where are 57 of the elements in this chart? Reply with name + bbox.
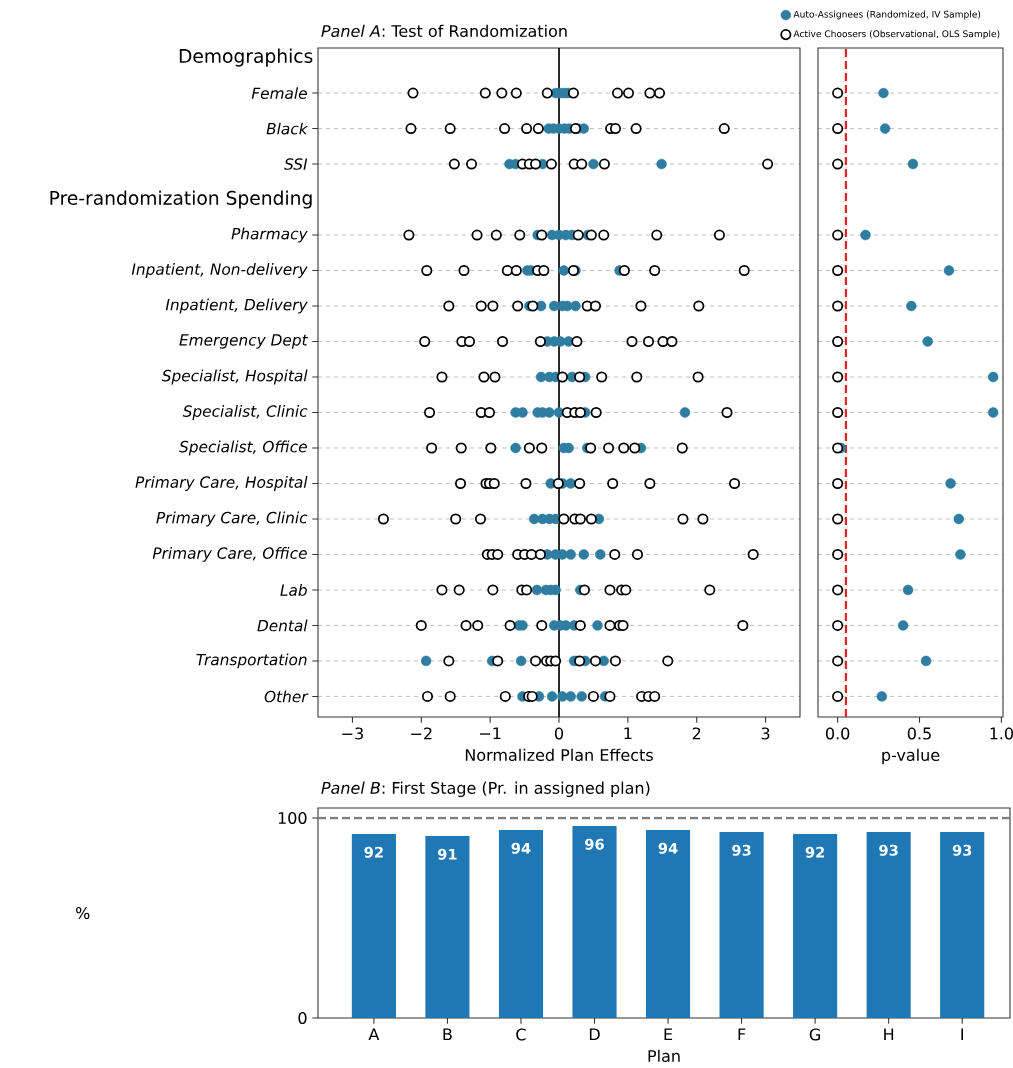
chart-title: Panel B: First Stage (Pr. in assigned plan)	[321, 781, 650, 798]
x-tick-label: G	[809, 1028, 821, 1041]
y-tick-label: Inpatient, Delivery	[165, 298, 308, 314]
x-tick-label: C	[516, 1028, 526, 1041]
x-tick-label: 1.0	[990, 727, 1013, 740]
x-tick-label: A	[368, 1028, 380, 1041]
y-tick-label: Pharmacy	[231, 227, 308, 243]
y-tick-label: Demographics	[179, 48, 313, 67]
x-tick-label: 0.5	[907, 727, 931, 740]
y-tick-label: Specialist, Clinic	[182, 405, 308, 420]
x-tick-label: −2	[411, 727, 432, 740]
x-tick-label: 2	[692, 727, 701, 740]
data-label: 91	[437, 848, 457, 860]
data-label: 94	[511, 842, 531, 854]
x-tick-label: 1	[624, 727, 632, 740]
data-label: 96	[585, 838, 604, 850]
y-axis-title: %	[75, 906, 90, 920]
y-tick-label: Primary Care, Office	[152, 547, 307, 562]
y-tick-label: SSI	[284, 158, 308, 170]
y-tick-label: Primary Care, Clinic	[156, 511, 308, 527]
legend-label: Auto-Assignees (Randomized, IV Sample)	[793, 10, 981, 20]
x-tick-label: 3	[761, 727, 770, 740]
y-tick-label: Lab	[280, 584, 307, 596]
y-tick-label: Dental	[257, 619, 308, 632]
x-tick-label: −1	[480, 727, 501, 740]
y-tick-label: 0	[298, 1011, 307, 1025]
data-label: 93	[879, 844, 898, 856]
data-label: 92	[364, 846, 383, 858]
x-tick-label: D	[589, 1028, 600, 1041]
y-tick-label: Transportation	[196, 653, 307, 669]
x-tick-label: B	[443, 1028, 452, 1041]
x-axis-title: p-value	[882, 748, 940, 765]
legend-label: Active Choosers (Observational, OLS Sample)	[793, 30, 1000, 39]
x-axis-title: Plan	[648, 1049, 680, 1063]
chart-title: Panel A: Test of Randomization	[321, 24, 567, 38]
data-label: 92	[805, 846, 825, 858]
y-tick-label: Pre-randomization Spending	[50, 190, 312, 209]
x-tick-label: 0	[554, 727, 564, 740]
y-tick-label: Emergency Dept	[179, 334, 309, 349]
data-label: 93	[732, 844, 751, 856]
y-tick-label: Black	[266, 122, 309, 135]
x-tick-label: E	[664, 1028, 673, 1041]
data-label: 93	[952, 844, 972, 856]
x-tick-label: F	[738, 1028, 746, 1041]
x-tick-label: 0.0	[825, 727, 850, 740]
y-tick-label: Female	[251, 87, 307, 99]
y-tick-label: Primary Care, Hospital	[135, 476, 308, 491]
x-axis-title: Normalized Plan Effects	[465, 748, 653, 762]
y-tick-label: 100	[278, 811, 307, 825]
y-tick-label: Specialist, Office	[179, 440, 307, 456]
x-tick-label: I	[961, 1028, 963, 1041]
y-tick-label: Other	[264, 690, 309, 703]
y-tick-label: Inpatient, Non-delivery	[131, 263, 308, 278]
x-tick-label: −3	[342, 727, 363, 740]
data-label: 94	[658, 842, 678, 854]
x-tick-label: H	[884, 1028, 894, 1041]
y-tick-label: Specialist, Hospital	[161, 369, 308, 385]
